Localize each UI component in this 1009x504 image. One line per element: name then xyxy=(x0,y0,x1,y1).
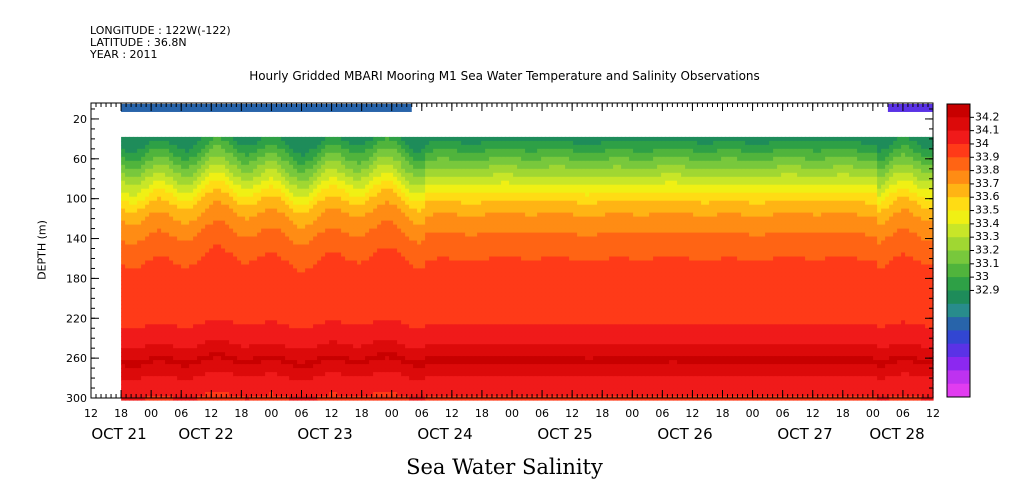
colorbar-swatch xyxy=(947,210,970,225)
colorbar-swatch xyxy=(947,170,970,185)
colorbar-swatch xyxy=(947,250,970,265)
x-tick-label: 12 xyxy=(565,407,579,420)
x-tick-label: 12 xyxy=(84,407,98,420)
x-tick-label: 18 xyxy=(475,407,489,420)
x-tick-label: 18 xyxy=(355,407,369,420)
salinity-field xyxy=(121,136,934,401)
x-tick-label: 18 xyxy=(234,407,248,420)
colorbar-swatch xyxy=(947,237,970,251)
y-tick-label: 100 xyxy=(66,193,87,206)
x-tick-label: 00 xyxy=(866,407,880,420)
x-tick-label: 06 xyxy=(535,407,549,420)
x-tick-label: 06 xyxy=(174,407,188,420)
x-tick-label: 12 xyxy=(325,407,339,420)
colorbar-swatch xyxy=(947,383,970,398)
colorbar-swatch xyxy=(947,290,970,305)
colorbar-swatch xyxy=(947,370,970,385)
x-tick-label: 12 xyxy=(926,407,940,420)
x-tick-label: 12 xyxy=(445,407,459,420)
x-tick-label: 18 xyxy=(114,407,128,420)
colorbar-swatch xyxy=(947,263,970,278)
y-tick-label: 220 xyxy=(66,312,87,325)
y-tick-label: 180 xyxy=(66,272,87,285)
x-tick-label: 18 xyxy=(836,407,850,420)
surface-bar-segment-0 xyxy=(121,103,412,112)
colorbar-swatch xyxy=(947,303,970,318)
x-tick-label: 00 xyxy=(746,407,760,420)
x-tick-label: 06 xyxy=(295,407,309,420)
x-tick-label: 00 xyxy=(625,407,639,420)
x-day-label: OCT 25 xyxy=(537,425,592,443)
colorbar-label: 33.7 xyxy=(975,177,1000,190)
y-tick-label: 60 xyxy=(73,153,87,166)
colorbar-swatch xyxy=(947,104,970,118)
colorbar-label: 33.9 xyxy=(975,150,1000,163)
y-tick-label: 140 xyxy=(66,233,87,246)
x-day-label: OCT 26 xyxy=(657,425,712,443)
colorbar-label: 33 xyxy=(975,270,989,283)
colorbar-swatch xyxy=(947,277,970,291)
longitude-label: LONGITUDE : 122W(-122) xyxy=(90,24,231,37)
colorbar-swatch xyxy=(947,117,970,132)
x-tick-label: 12 xyxy=(806,407,820,420)
colorbar-label: 33.4 xyxy=(975,217,1000,230)
colorbar-swatch xyxy=(947,330,970,345)
x-tick-label: 00 xyxy=(505,407,519,420)
x-tick-label: 06 xyxy=(655,407,669,420)
latitude-label: LATITUDE : 36.8N xyxy=(90,36,187,49)
colorbar-label: 33.5 xyxy=(975,204,1000,217)
x-day-label: OCT 21 xyxy=(91,425,146,443)
y-tick-label: 20 xyxy=(73,113,87,126)
colorbar-label: 33.6 xyxy=(975,190,1000,203)
x-tick-label: 00 xyxy=(264,407,278,420)
colorbar-swatch xyxy=(947,357,970,371)
colorbar-label: 33.2 xyxy=(975,244,1000,257)
x-tick-label: 06 xyxy=(415,407,429,420)
x-day-label: OCT 24 xyxy=(417,425,472,443)
y-tick-label: 260 xyxy=(66,352,87,365)
colorbar-label: 33.3 xyxy=(975,230,1000,243)
year-label: YEAR : 2011 xyxy=(90,48,158,61)
x-tick-label: 18 xyxy=(595,407,609,420)
colorbar-swatch xyxy=(947,343,970,358)
x-tick-label: 12 xyxy=(685,407,699,420)
colorbar-label: 32.9 xyxy=(975,283,1000,296)
colorbar-swatch xyxy=(947,317,970,331)
colorbar-label: 34 xyxy=(975,137,989,150)
colorbar-swatch xyxy=(947,130,970,145)
colorbar-swatch xyxy=(947,197,970,211)
colorbar-label: 34.2 xyxy=(975,110,1000,123)
x-day-label: OCT 22 xyxy=(178,425,233,443)
surface-bar-segment-1 xyxy=(887,103,933,112)
x-tick-label: 00 xyxy=(385,407,399,420)
colorbar-label: 34.1 xyxy=(975,124,1000,137)
x-tick-label: 06 xyxy=(896,407,910,420)
chart-title: Hourly Gridded MBARI Mooring M1 Sea Wate… xyxy=(249,69,760,83)
x-day-label: OCT 23 xyxy=(297,425,352,443)
colorbar-swatch xyxy=(947,144,970,158)
x-day-label: OCT 28 xyxy=(869,425,924,443)
x-tick-label: 00 xyxy=(144,407,158,420)
colorbar-swatch xyxy=(947,157,970,172)
colorbar-swatch xyxy=(947,223,970,238)
x-axis-label: Sea Water Salinity xyxy=(406,455,603,479)
x-tick-label: 18 xyxy=(716,407,730,420)
x-tick-label: 06 xyxy=(776,407,790,420)
colorbar-label: 33.1 xyxy=(975,257,1000,270)
y-tick-label: 300 xyxy=(66,392,87,405)
x-tick-label: 12 xyxy=(204,407,218,420)
colorbar-swatch xyxy=(947,183,970,198)
x-day-label: OCT 27 xyxy=(777,425,832,443)
colorbar-label: 33.8 xyxy=(975,164,1000,177)
